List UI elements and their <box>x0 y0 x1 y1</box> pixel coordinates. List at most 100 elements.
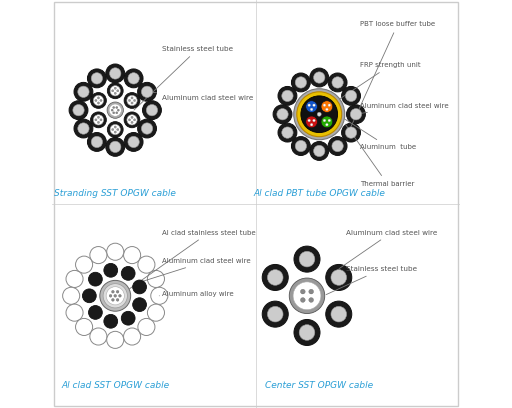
Circle shape <box>299 251 315 267</box>
Circle shape <box>116 112 118 114</box>
Circle shape <box>308 104 310 106</box>
Circle shape <box>95 119 97 121</box>
Circle shape <box>62 287 80 304</box>
Circle shape <box>332 77 343 88</box>
Circle shape <box>116 299 119 301</box>
Circle shape <box>313 104 315 106</box>
Circle shape <box>328 137 347 155</box>
Circle shape <box>97 121 99 124</box>
Circle shape <box>262 301 288 327</box>
Circle shape <box>282 90 293 102</box>
Circle shape <box>308 119 310 122</box>
Circle shape <box>151 287 168 304</box>
Circle shape <box>93 115 103 125</box>
Circle shape <box>109 104 121 116</box>
Circle shape <box>90 246 107 264</box>
Text: PBT loose buffer tube: PBT loose buffer tube <box>350 22 435 129</box>
Circle shape <box>331 270 347 285</box>
Circle shape <box>146 104 158 116</box>
Circle shape <box>106 287 124 305</box>
Circle shape <box>78 86 89 98</box>
Circle shape <box>295 77 307 88</box>
Circle shape <box>326 124 328 126</box>
Circle shape <box>277 109 288 120</box>
Circle shape <box>112 90 114 92</box>
Circle shape <box>113 106 115 109</box>
Circle shape <box>117 109 119 111</box>
Circle shape <box>133 298 146 312</box>
Circle shape <box>321 101 333 113</box>
Text: Stranding SST OPGW cable: Stranding SST OPGW cable <box>54 189 176 198</box>
Circle shape <box>326 301 352 327</box>
Text: Center SST OPGW cable: Center SST OPGW cable <box>265 381 373 390</box>
Circle shape <box>121 266 135 280</box>
Circle shape <box>121 311 135 325</box>
Text: Stainless steel tube: Stainless steel tube <box>134 46 233 110</box>
Text: Al clad PBT tube OPGW cable: Al clad PBT tube OPGW cable <box>253 189 385 198</box>
Circle shape <box>117 129 119 131</box>
Circle shape <box>112 299 114 301</box>
Circle shape <box>106 243 124 260</box>
Circle shape <box>326 108 328 111</box>
Circle shape <box>301 96 337 133</box>
Circle shape <box>91 136 102 148</box>
Circle shape <box>301 297 305 302</box>
Circle shape <box>278 86 297 105</box>
Circle shape <box>123 328 141 345</box>
Circle shape <box>323 104 326 106</box>
Circle shape <box>97 102 99 104</box>
Circle shape <box>129 100 131 102</box>
Circle shape <box>106 331 124 348</box>
Circle shape <box>88 69 106 88</box>
Circle shape <box>91 93 106 109</box>
Circle shape <box>289 278 325 313</box>
Circle shape <box>317 112 322 116</box>
Circle shape <box>113 112 115 114</box>
Circle shape <box>100 119 102 121</box>
Circle shape <box>123 246 141 264</box>
FancyBboxPatch shape <box>54 2 458 406</box>
Circle shape <box>106 137 125 156</box>
Circle shape <box>278 123 297 142</box>
Circle shape <box>91 112 106 128</box>
Circle shape <box>309 289 313 294</box>
Circle shape <box>147 271 164 288</box>
Text: Aluminum clad steel wire: Aluminum clad steel wire <box>150 92 253 101</box>
Circle shape <box>131 102 133 104</box>
Circle shape <box>124 93 140 109</box>
Circle shape <box>103 284 127 308</box>
Circle shape <box>116 290 119 293</box>
Circle shape <box>332 140 343 152</box>
Circle shape <box>313 72 325 83</box>
Circle shape <box>313 145 325 157</box>
Text: FRP strength unit: FRP strength unit <box>327 62 421 108</box>
Circle shape <box>74 119 93 138</box>
Circle shape <box>321 116 333 128</box>
Circle shape <box>310 124 313 126</box>
Circle shape <box>97 116 99 118</box>
Circle shape <box>306 101 317 113</box>
Circle shape <box>124 133 143 151</box>
Circle shape <box>309 297 313 302</box>
Circle shape <box>134 100 136 102</box>
Text: Aluminum  tube: Aluminum tube <box>344 118 416 150</box>
Circle shape <box>104 315 118 328</box>
Circle shape <box>110 124 120 135</box>
Circle shape <box>66 271 83 288</box>
Circle shape <box>78 123 89 134</box>
Circle shape <box>328 119 331 122</box>
Circle shape <box>66 304 83 321</box>
Circle shape <box>82 289 96 303</box>
Circle shape <box>124 69 143 88</box>
Circle shape <box>297 92 342 137</box>
Circle shape <box>346 90 357 102</box>
Circle shape <box>108 122 123 137</box>
Circle shape <box>138 82 157 101</box>
Circle shape <box>106 64 125 83</box>
Circle shape <box>91 73 102 84</box>
Circle shape <box>100 100 102 102</box>
Circle shape <box>100 280 131 311</box>
Circle shape <box>294 89 345 140</box>
Text: Aluminum alloy wire: Aluminum alloy wire <box>159 291 234 297</box>
Circle shape <box>114 126 116 128</box>
